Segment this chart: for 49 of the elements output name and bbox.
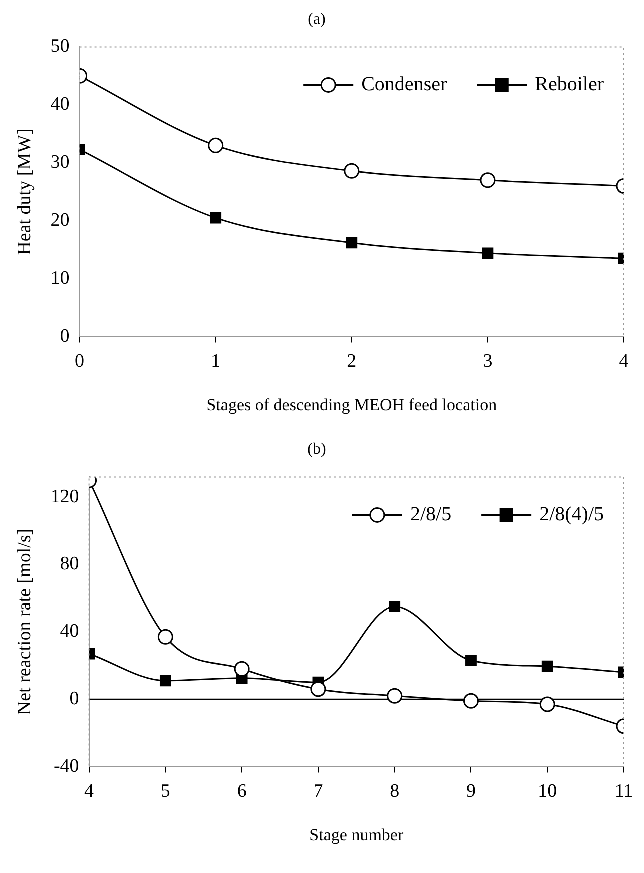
y-tick-label: 30 [50,152,70,174]
x-tick-label: 11 [614,781,634,802]
point [389,601,401,613]
x-axis-title: Stages of descending MEOH feed location [206,395,498,414]
x-tick-label: 3 [483,351,493,372]
point [234,661,250,677]
y-axis-title: Net reaction rate [mol/s] [14,528,36,716]
point [387,688,403,704]
y-tick-label: 50 [50,36,70,58]
point [480,172,496,188]
x-tick-label: 2 [347,351,357,372]
point [540,696,556,712]
y-tick-label: 0 [70,688,80,710]
y-tick-label: 40 [60,621,80,642]
x-tick-label: 7 [314,781,324,802]
x-tick-label: 1 [211,351,221,372]
point [208,138,224,154]
x-tick-label: 6 [237,781,247,802]
legend-label: Condenser [362,73,448,96]
x-tick-label: 9 [466,781,476,802]
x-tick-label: 8 [390,781,400,802]
chart-title: (b) [308,440,326,458]
x-axis-title: Stage number [310,825,404,844]
legend-label: 2/8(4)/5 [540,503,604,526]
x-tick-label: 5 [160,781,170,802]
legend-label: Reboiler [535,73,604,96]
point [160,675,172,687]
point [310,682,326,698]
y-tick-label: 0 [60,326,70,347]
point [542,660,554,672]
y-tick-label: 10 [50,268,70,289]
y-tick-label: 120 [50,486,80,508]
y-tick-label: 20 [50,210,70,231]
x-tick-label: 4 [84,781,95,802]
x-tick-label: 4 [619,351,630,372]
point [344,163,360,179]
y-tick-label: 40 [50,94,70,116]
point [482,248,494,260]
legend-label: 2/8/5 [410,503,452,526]
y-tick-label: 80 [60,554,80,575]
y-axis-title: Heat duty [MW] [14,128,36,256]
point [346,237,358,249]
point [466,655,477,666]
point [210,212,222,224]
point [158,629,174,645]
x-tick-label: 10 [538,781,558,802]
y-tick-label: -40 [54,756,80,777]
chart-title: (a) [308,10,326,28]
point [463,693,479,709]
